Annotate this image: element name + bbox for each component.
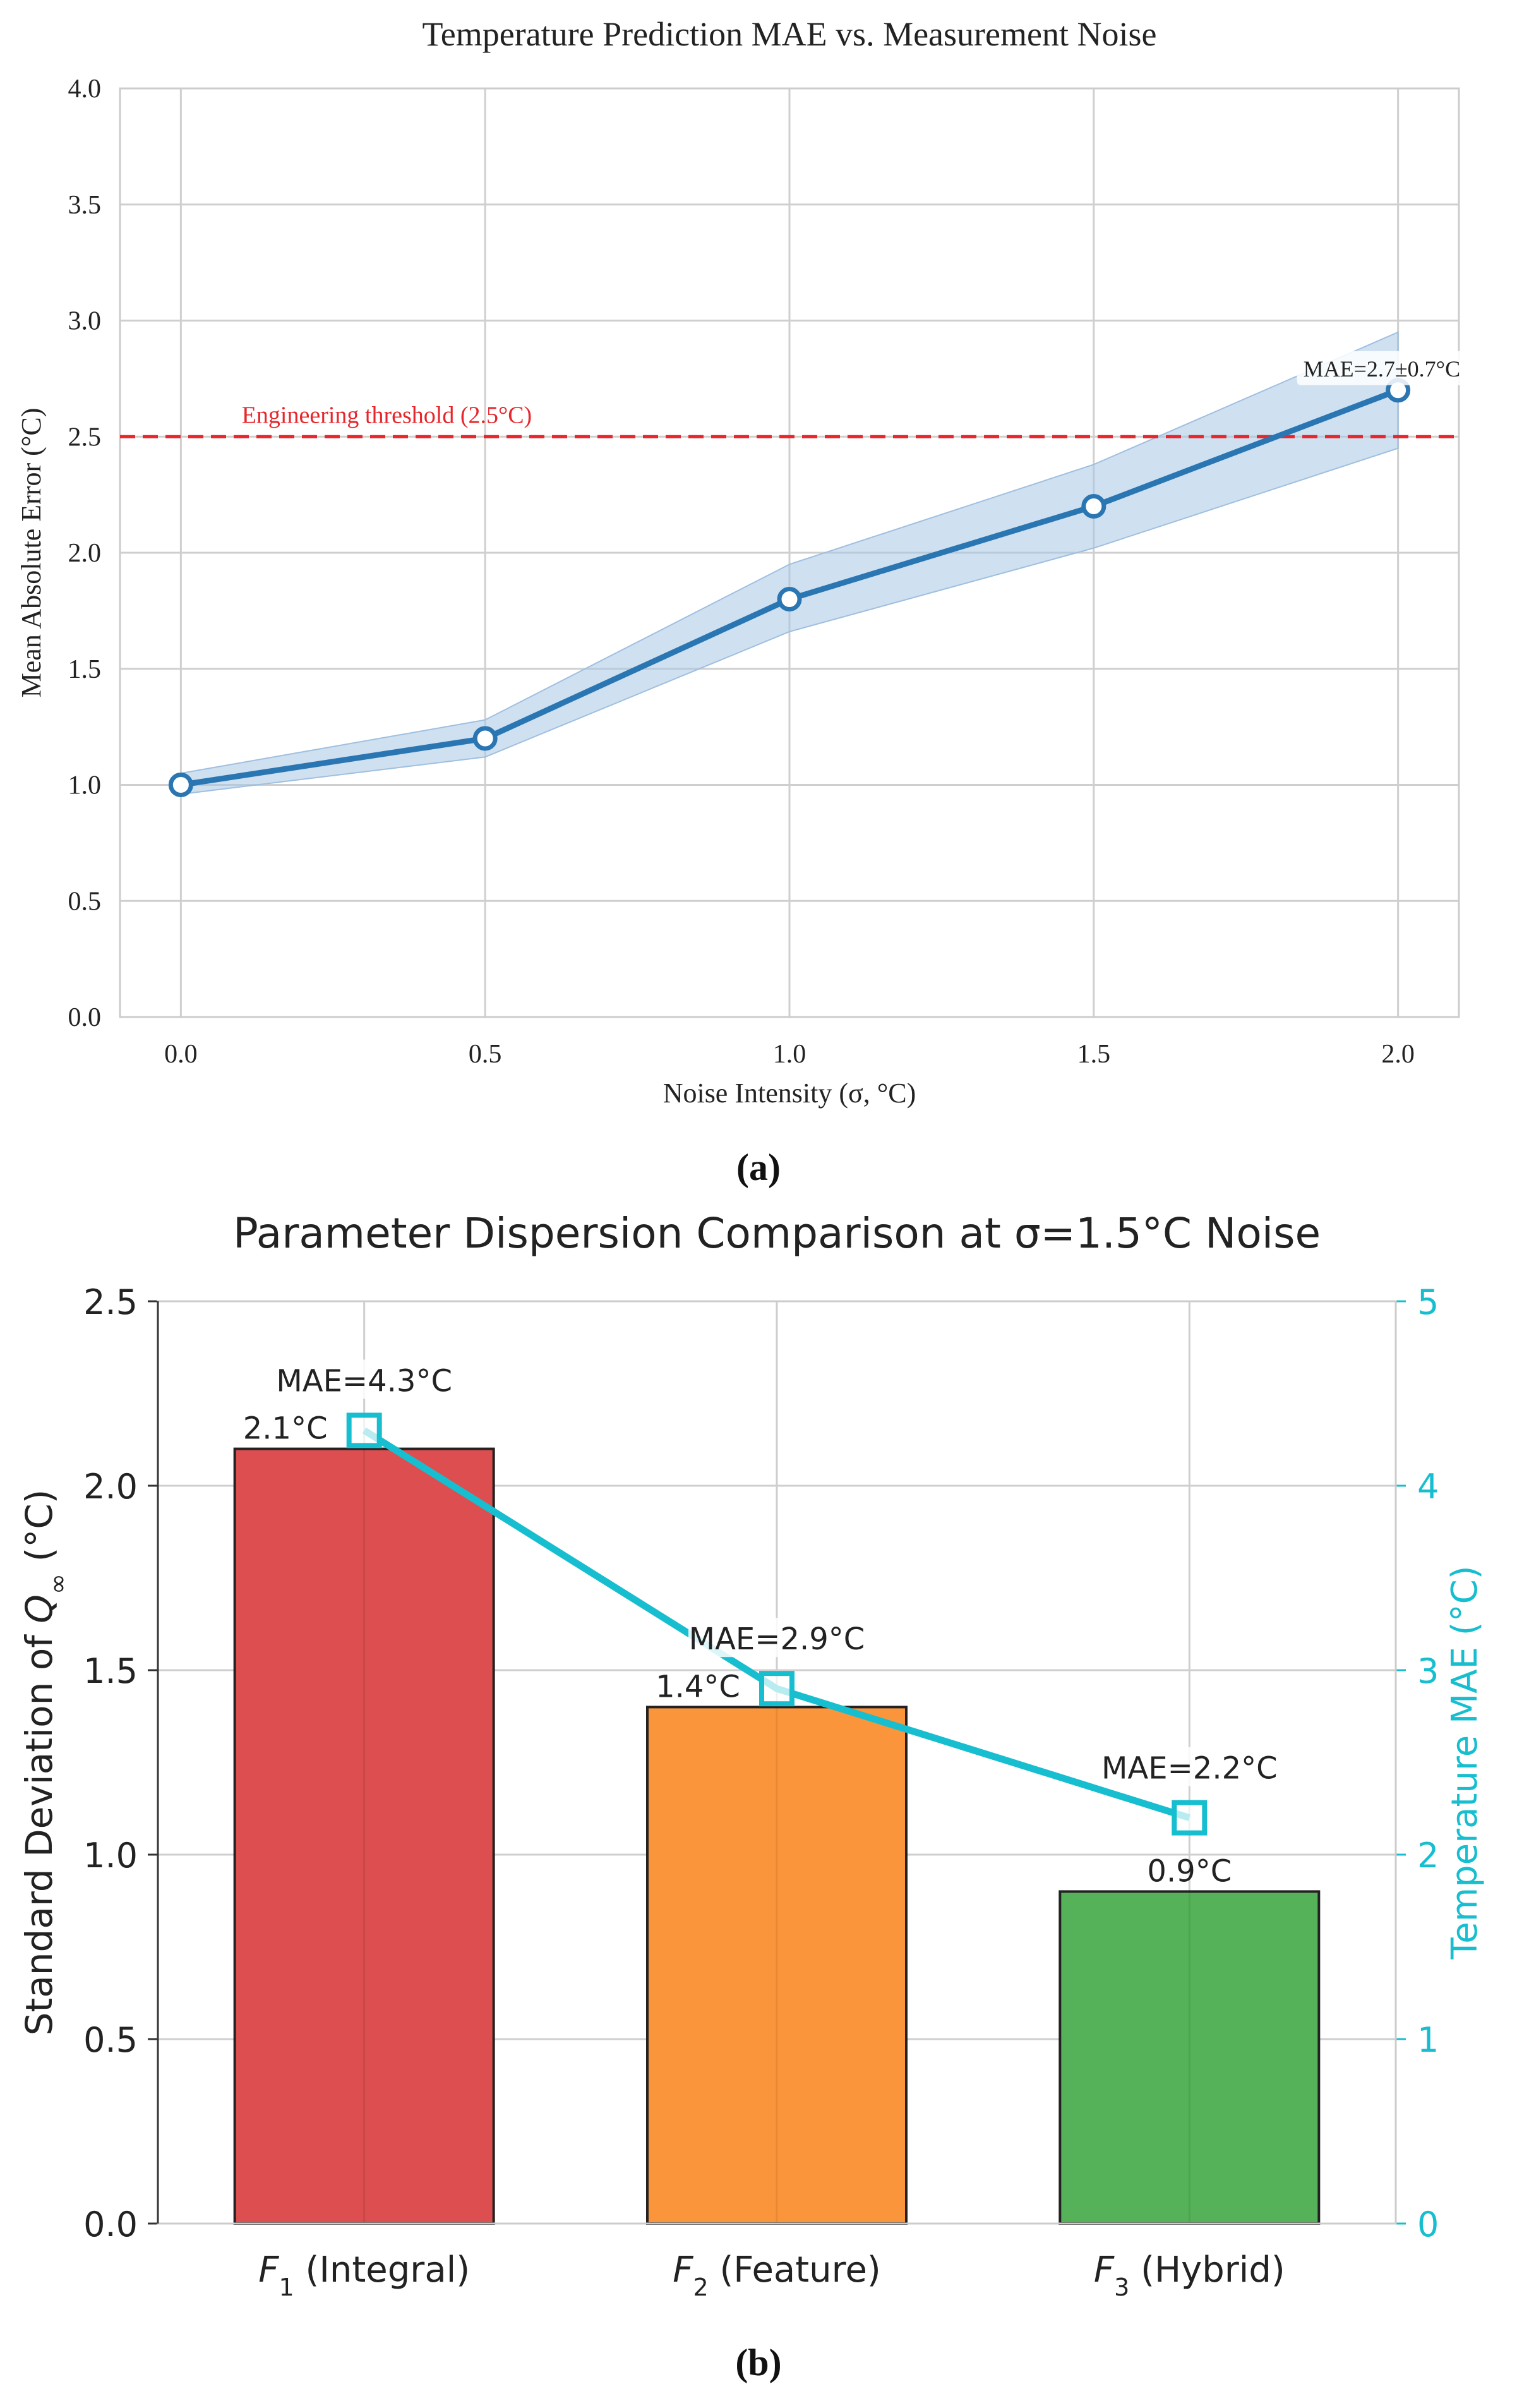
b-y-axis-label-suffix: (°C) (18, 1490, 61, 1574)
a-x-tick-label: 2.0 (1381, 1040, 1415, 1069)
b-y-tick-label: 0.0 (83, 2205, 138, 2244)
b-x-tick-label: F2 (Feature) (673, 2249, 881, 2301)
b-y-tick-label: 2.0 (83, 1467, 138, 1507)
a-x-tick-label: 1.5 (1077, 1040, 1111, 1069)
a-y-tick-label: 3.5 (68, 191, 102, 220)
b-y-tick-label: 0.5 (83, 2020, 138, 2060)
b-x-tick-rest: (Integral) (294, 2249, 470, 2291)
a-y-tick-label: 3.0 (68, 307, 102, 336)
b-y-tick-label: 2.5 (83, 1282, 138, 1322)
a-data-point (472, 726, 498, 751)
b-bar (1058, 1890, 1321, 2225)
b-chart-title: Parameter Dispersion Comparison at σ=1.5… (233, 1209, 1321, 1258)
b-y2-tick-label: 1 (1417, 2020, 1439, 2060)
b-mae-marker (346, 1412, 382, 1448)
b-y-axis-label: Standard Deviation of Q∞ (°C) (18, 1490, 73, 2036)
a-data-point (1081, 494, 1106, 519)
b-y-axis-label-symbol: Q (18, 1594, 61, 1623)
a-y-tick-label: 4.0 (68, 75, 102, 104)
a-annotation: MAE=2.7±0.7°C (1304, 356, 1460, 382)
b-mae-label: MAE=4.3°C (276, 1363, 452, 1399)
a-plot-frame (119, 87, 1460, 1018)
b-bar-value-label: 0.9°C (1147, 1853, 1232, 1889)
a-y-tick-label: 1.0 (68, 771, 102, 800)
b-mae-label: MAE=2.9°C (689, 1622, 865, 1657)
b-x-tick-label: F1 (Integral) (258, 2249, 470, 2301)
b-x-tick-subscript: 3 (1114, 2273, 1129, 2301)
b-x-tick-rest: (Feature) (709, 2249, 881, 2291)
b-mae-label-box (688, 1618, 865, 1658)
a-x-tick-label: 0.0 (164, 1040, 198, 1069)
a-x-axis-label: Noise Intensity (σ, °C) (663, 1078, 916, 1109)
b-y2-tick-label: 0 (1417, 2205, 1439, 2244)
panel-label-a: (a) (736, 1147, 781, 1188)
a-threshold-label: Engineering threshold (2.5°C) (242, 402, 532, 428)
b-y-axis-label-subscript: ∞ (44, 1574, 73, 1594)
a-y-tick-label: 2.5 (68, 423, 102, 452)
b-x-tick-symbol: F (258, 2249, 279, 2291)
a-y-axis-label: Mean Absolute Error (°C) (16, 408, 47, 698)
b-y-tick-label: 1.5 (83, 1651, 138, 1691)
b-mae-label: MAE=2.2°C (1101, 1751, 1278, 1786)
b-mae-label-box (275, 1359, 453, 1399)
b-y2-tick-label: 3 (1417, 1651, 1439, 1691)
b-y-tick-label: 1.0 (83, 1836, 138, 1875)
b-x-tick-label: F3 (Hybrid) (1094, 2249, 1285, 2301)
a-error-band (180, 331, 1399, 795)
a-y-tick-label: 0.0 (68, 1003, 102, 1032)
b-x-tick-rest: (Hybrid) (1129, 2249, 1285, 2291)
b-y2-axis-label: Temperature MAE (°C) (1444, 1565, 1485, 1960)
a-y-tick-label: 2.0 (68, 539, 102, 568)
b-bar (646, 1706, 908, 2225)
a-y-tick-label: 0.5 (68, 887, 102, 916)
a-annotation-box (1297, 351, 1488, 385)
a-chart-title: Temperature Prediction MAE vs. Measureme… (423, 15, 1157, 53)
b-y2-tick-label: 5 (1417, 1282, 1439, 1322)
b-y-axis-label-prefix: Standard Deviation of (18, 1623, 61, 2036)
a-x-tick-label: 0.5 (469, 1040, 502, 1069)
b-bar-value-label: 2.1°C (243, 1411, 328, 1447)
b-x-tick-symbol: F (1094, 2249, 1115, 2291)
b-y2-tick-label: 2 (1417, 1836, 1439, 1875)
b-mae-label-box (1101, 1747, 1278, 1786)
b-x-tick-subscript: 2 (693, 2273, 708, 2301)
a-y-tick-label: 1.5 (68, 655, 102, 684)
b-mae-marker (1172, 1800, 1208, 1836)
b-bar-value-label: 1.4°C (656, 1669, 740, 1704)
b-x-tick-symbol: F (673, 2249, 693, 2291)
b-x-tick-subscript: 1 (279, 2273, 294, 2301)
b-y2-tick-label: 4 (1417, 1467, 1439, 1507)
a-data-point (777, 587, 802, 611)
a-data-point (168, 773, 193, 797)
b-bar (233, 1447, 495, 2225)
a-x-tick-label: 1.0 (773, 1040, 806, 1069)
b-mae-marker (759, 1671, 794, 1707)
panel-label-b: (b) (735, 2342, 781, 2383)
